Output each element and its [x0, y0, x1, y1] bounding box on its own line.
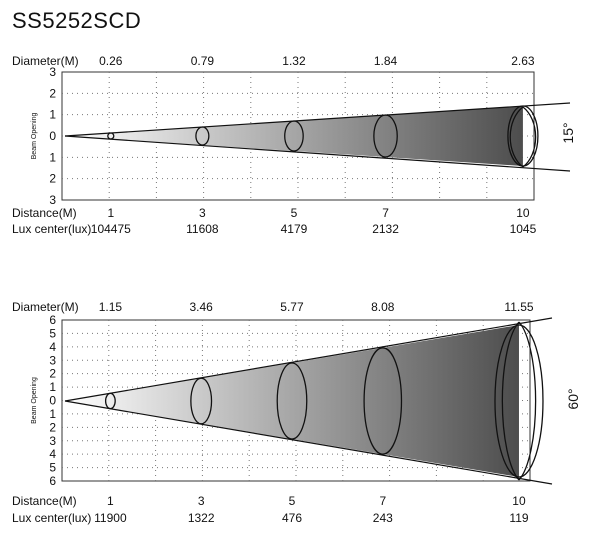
- y-tick-label: 6: [49, 313, 56, 327]
- y-tick-label: 3: [49, 193, 56, 207]
- y-tick-label: 4: [49, 447, 56, 461]
- y-tick-label: 0: [49, 394, 56, 408]
- lux-value: 11900: [94, 511, 127, 525]
- lux-value: 476: [282, 511, 302, 525]
- diameter-value: 2.63: [511, 54, 535, 68]
- beam-edge-lower: [64, 400, 553, 485]
- y-tick-label: 2: [49, 420, 56, 434]
- lux-value: 119: [509, 511, 528, 525]
- beam-opening-label: Beam Opening: [31, 377, 38, 424]
- beam-angle-label: 60°: [565, 388, 581, 409]
- y-tick-label: 2: [49, 367, 56, 381]
- beam-ellipse: [284, 120, 304, 152]
- distance-value: 10: [512, 494, 526, 508]
- diameter-row-label: Diameter(M): [12, 54, 79, 68]
- beam-edge-lower: [64, 135, 571, 172]
- y-tick-label: 6: [49, 474, 56, 488]
- y-tick-label: 2: [49, 86, 56, 100]
- beam-ellipse: [104, 392, 116, 410]
- diameter-value: 11.55: [504, 300, 533, 314]
- y-tick-label: 3: [49, 65, 56, 79]
- lux-value: 243: [373, 511, 393, 525]
- beam-far-ellipse-back: [509, 106, 524, 168]
- lux-row-label: Lux center(lux): [12, 222, 91, 236]
- model-title: SS5252SCD: [12, 8, 142, 33]
- diameter-value: 0.26: [99, 54, 123, 68]
- distance-value: 1: [107, 206, 114, 220]
- distance-row-label: Distance(M): [12, 494, 77, 508]
- beam-ellipse: [373, 114, 398, 158]
- distance-value: 7: [382, 206, 389, 220]
- beam-ellipse: [195, 126, 210, 146]
- beam-cone: [65, 106, 523, 166]
- y-tick-label: 5: [49, 461, 56, 475]
- diameter-value: 0.79: [191, 54, 215, 68]
- y-tick-label: 1: [49, 380, 56, 394]
- distance-value: 1: [107, 494, 114, 508]
- diameter-value: 1.84: [374, 54, 398, 68]
- diameter-value: 1.32: [282, 54, 306, 68]
- lux-value: 2132: [372, 222, 399, 236]
- lux-value: 11608: [186, 222, 219, 236]
- beam-cone: [65, 325, 519, 477]
- y-tick-label: 3: [49, 353, 56, 367]
- distance-value: 3: [199, 206, 206, 220]
- beam-angle-label: 15°: [560, 122, 576, 143]
- diameter-value: 8.08: [371, 300, 395, 314]
- diameter-value: 1.15: [99, 300, 123, 314]
- diameter-row-label: Diameter(M): [12, 300, 79, 314]
- lux-row-label: Lux center(lux): [12, 511, 91, 525]
- beam-opening-label: Beam Opening: [31, 113, 38, 160]
- y-tick-label: 1: [49, 108, 56, 122]
- beam-edge-upper: [64, 102, 571, 137]
- distance-value: 5: [289, 494, 296, 508]
- y-tick-label: 5: [49, 326, 56, 340]
- lux-value: 104475: [91, 222, 131, 236]
- distance-value: 3: [198, 494, 205, 508]
- y-tick-label: 0: [49, 129, 56, 143]
- y-tick-label: 1: [49, 407, 56, 421]
- distance-row-label: Distance(M): [12, 206, 77, 220]
- y-tick-label: 3: [49, 434, 56, 448]
- distance-value: 7: [379, 494, 386, 508]
- beam-ellipse: [190, 377, 213, 425]
- beam-ellipse: [494, 324, 544, 478]
- beam-edge-upper: [64, 317, 553, 402]
- beam-angle-arc: [518, 321, 537, 481]
- beam-ellipse: [276, 362, 308, 440]
- distance-value: 5: [291, 206, 298, 220]
- lux-value: 1322: [188, 511, 215, 525]
- y-tick-label: 4: [49, 340, 56, 354]
- diameter-value: 3.46: [190, 300, 214, 314]
- beam-ellipse: [363, 347, 403, 455]
- diameter-value: 5.77: [280, 300, 304, 314]
- beam-angle-arc: [522, 106, 537, 168]
- beam-far-ellipse-back: [501, 321, 520, 481]
- beam-ellipse: [107, 132, 115, 140]
- beam-ellipse: [507, 105, 539, 167]
- y-tick-label: 1: [49, 150, 56, 164]
- y-tick-label: 2: [49, 172, 56, 186]
- distance-value: 10: [516, 206, 530, 220]
- lux-value: 4179: [281, 222, 308, 236]
- lux-value: 1045: [510, 222, 537, 236]
